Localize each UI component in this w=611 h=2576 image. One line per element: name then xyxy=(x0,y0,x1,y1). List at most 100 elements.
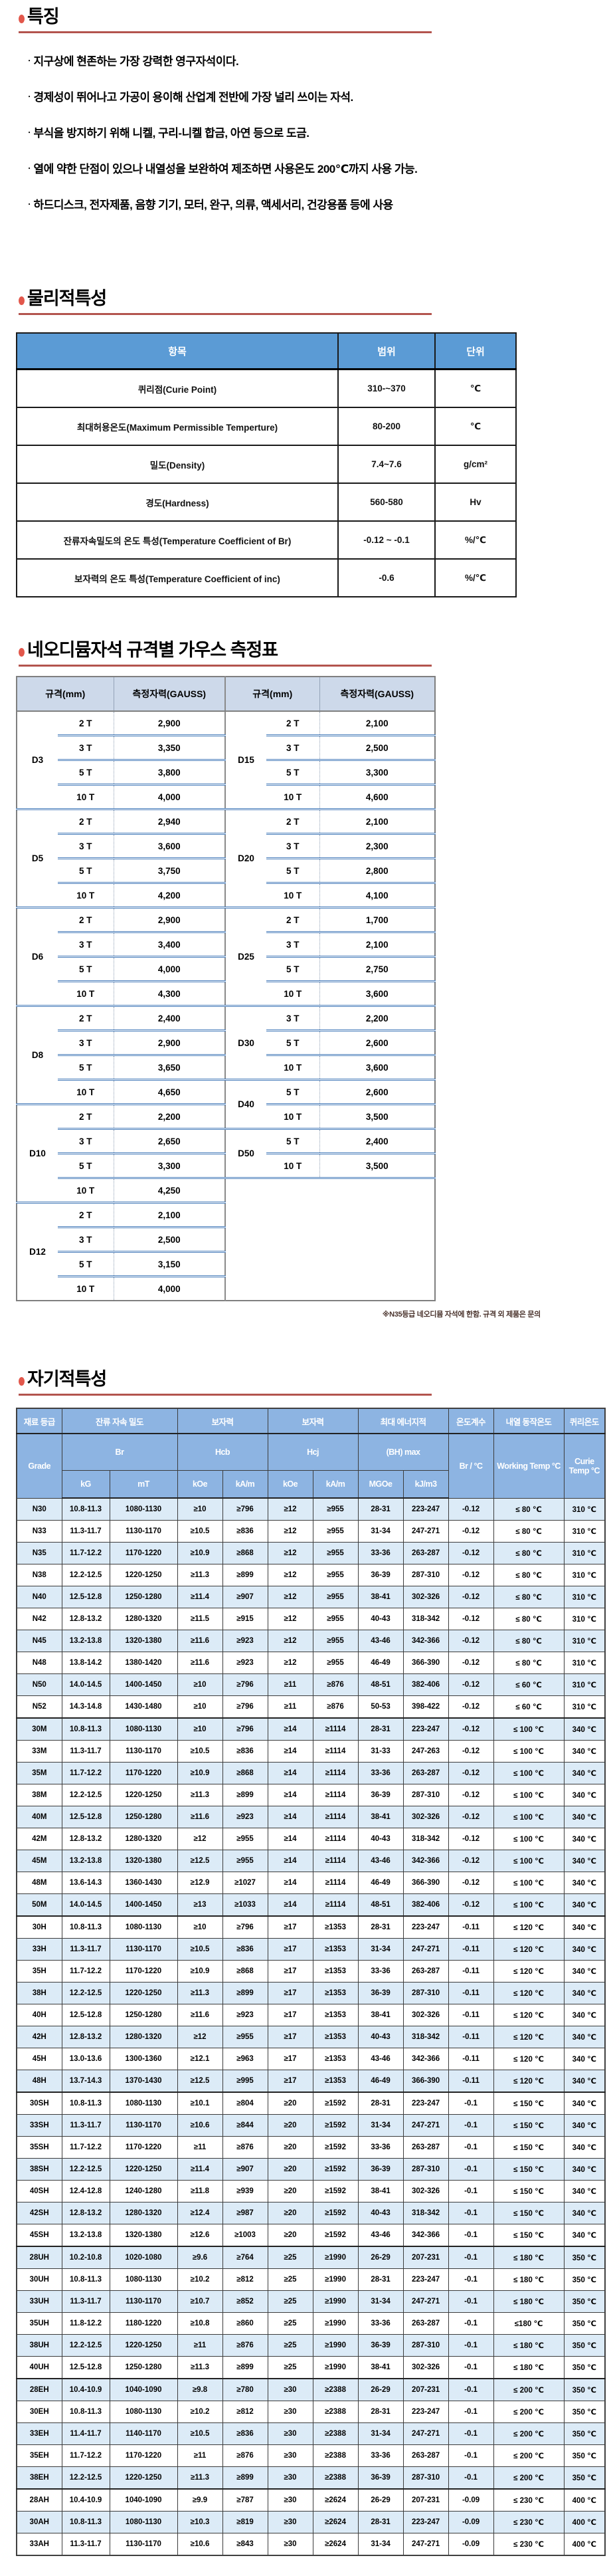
hcb-koe-cell: ≥10.9 xyxy=(177,1960,223,1983)
hcb-kam-cell: ≥955 xyxy=(222,2026,268,2049)
br-mt-cell: 1320-1380 xyxy=(109,1850,178,1873)
magnetic-row-40M: 40M 12.5-12.8 1250-1280 ≥11.6 ≥923 ≥14 ≥1114 38… xyxy=(16,1806,606,1829)
gauss-header-row: 규격(mm) 측정자력(GAUSS) 규격(mm) 측정자력(GAUSS) xyxy=(17,677,436,712)
physical-row-3: 밀도(Density) 7.4~7.6 g/cm² xyxy=(16,445,517,484)
working-temp-cell: ≤ 100 ℃ xyxy=(493,1717,565,1741)
magnetic-row-38EH: 38EH 12.2-12.5 1220-1250 ≥11.3 ≥899 ≥30 ≥2388 3… xyxy=(16,2466,606,2490)
spec-size-cell: 5 T xyxy=(58,759,114,785)
hcb-kam-cell: ≥899 xyxy=(222,2466,268,2490)
grade-cell: N42 xyxy=(16,1608,62,1631)
br-kg-cell: 11.4-11.7 xyxy=(61,2422,110,2446)
magnetic-unit-header-5: kOe xyxy=(267,1470,313,1499)
magnetic-table-body: N30 10.8-11.3 1080-1130 ≥10 ≥796 ≥12 ≥955 28-31… xyxy=(16,1497,606,2556)
hcj-koe-cell: ≥20 xyxy=(267,2092,313,2115)
curie-temp-cell: 350 ℃ xyxy=(563,2268,606,2292)
property-range-cell: -0.6 xyxy=(337,558,436,598)
bhmax-kjm3-cell: 247-271 xyxy=(402,1520,449,1543)
br-mt-cell: 1080-1130 xyxy=(109,2092,178,2115)
grade-cell: 28AH xyxy=(16,2488,62,2512)
grade-cell: 33EH xyxy=(16,2422,62,2446)
spec-size-cell: 10 T xyxy=(58,784,114,809)
gauss-value-cell: 4,250 xyxy=(113,1177,226,1203)
magnetic-row-N30: N30 10.8-11.3 1080-1130 ≥10 ≥796 ≥12 ≥955 28-31… xyxy=(16,1497,606,1521)
spec-size-cell: 3 T xyxy=(58,734,114,760)
hcj-kam-cell: ≥1592 xyxy=(312,2092,359,2115)
hcb-kam-cell: ≥963 xyxy=(222,2048,268,2071)
temp-coeff-cell: -0.12 xyxy=(448,1828,494,1851)
hcj-koe-cell: ≥17 xyxy=(267,2048,313,2071)
br-kg-cell: 12.8-13.2 xyxy=(61,2026,110,2049)
hcb-kam-cell: ≥907 xyxy=(222,2158,268,2181)
spec-size-cell: 2 T xyxy=(58,1005,114,1031)
bhmax-kjm3-cell: 287-310 xyxy=(402,2158,449,2181)
bhmax-mgoe-cell: 40-43 xyxy=(357,1828,404,1851)
magnetic-row-35M: 35M 11.7-12.2 1170-1220 ≥10.9 ≥868 ≥14 ≥1114 33… xyxy=(16,1762,606,1785)
grade-cell: 30SH xyxy=(16,2092,62,2115)
spec-size-cell: 10 T xyxy=(266,1054,320,1080)
curie-temp-cell: 310 ℃ xyxy=(563,1520,606,1543)
grade-cell: 30H xyxy=(16,1915,62,1939)
bhmax-kjm3-cell: 263-287 xyxy=(402,2136,449,2159)
bhmax-mgoe-cell: 28-31 xyxy=(357,2511,404,2534)
gauss-heading: 네오디뮴자석 규격별 가우스 측정표 xyxy=(19,640,611,661)
temp-coeff-cell: -0.1 xyxy=(448,2290,494,2313)
temp-coeff-cell: -0.12 xyxy=(448,1806,494,1829)
grade-cell: 45SH xyxy=(16,2224,62,2247)
br-mt-cell: 1240-1280 xyxy=(109,2180,178,2203)
hcj-kam-cell: ≥1353 xyxy=(312,2048,359,2071)
working-temp-cell: ≤ 180 ℃ xyxy=(493,2246,565,2270)
curie-temp-cell: 310 ℃ xyxy=(563,1608,606,1631)
working-temp-cell: ≤ 200 ℃ xyxy=(493,2401,565,2424)
hcb-koe-cell: ≥11.4 xyxy=(177,2158,223,2181)
spec-size-cell: 3 T xyxy=(266,833,320,859)
br-kg-cell: 12.8-13.2 xyxy=(61,2202,110,2225)
temp-coeff-cell: -0.1 xyxy=(448,2114,494,2137)
working-temp-cell: ≤ 180 ℃ xyxy=(493,2268,565,2292)
br-mt-cell: 1250-1280 xyxy=(109,1586,178,1609)
feature-item-3: 부식을 방지하기 위해 니켈, 구리-니켈 합금, 아연 등으로 도금. xyxy=(25,124,611,140)
temp-coeff-cell: -0.1 xyxy=(448,2401,494,2424)
hcj-kam-cell: ≥1353 xyxy=(312,1982,359,2005)
gauss-value-cell: 3,350 xyxy=(113,734,226,760)
spec-size-cell: 5 T xyxy=(266,1029,320,1055)
working-temp-cell: ≤ 120 ℃ xyxy=(493,1960,565,1983)
magnetic-row-35UH: 35UH 11.8-12.2 1180-1220 ≥10.8 ≥860 ≥25 ≥1990 3… xyxy=(16,2312,606,2335)
br-kg-cell: 10.4-10.9 xyxy=(61,2378,110,2402)
temp-coeff-cell: -0.11 xyxy=(448,1982,494,2005)
gauss-value-cell: 3,650 xyxy=(113,1054,226,1080)
br-mt-cell: 1020-1080 xyxy=(109,2246,178,2270)
curie-temp-cell: 340 ℃ xyxy=(563,1784,606,1807)
spec-size-cell: 2 T xyxy=(58,1202,114,1228)
bhmax-mgoe-cell: 36-39 xyxy=(357,1982,404,2005)
grade-cell: 42SH xyxy=(16,2202,62,2225)
spec-size-cell: 10 T xyxy=(266,1103,320,1129)
gauss-row-3: 5 T 3,800 5 T 3,300 xyxy=(17,759,436,785)
spec-size-cell: 10 T xyxy=(58,1079,114,1105)
hcj-koe-cell: ≥12 xyxy=(267,1520,313,1543)
temp-coeff-cell: -0.1 xyxy=(448,2422,494,2446)
hcb-kam-cell: ≥987 xyxy=(222,2202,268,2225)
hcb-kam-cell: ≥764 xyxy=(222,2246,268,2270)
features-list: 지구상에 현존하는 가장 강력한 영구자석이다. 경제성이 뛰어나고 가공이 용이… xyxy=(25,52,611,212)
gauss-value-cell: 2,200 xyxy=(113,1103,226,1129)
hcb-koe-cell: ≥10 xyxy=(177,1695,223,1719)
property-unit-cell: g/cm² xyxy=(434,445,517,484)
gauss-col-header-2: 측정자력(GAUSS) xyxy=(114,677,226,712)
br-kg-cell: 14.0-14.5 xyxy=(61,1673,110,1697)
br-kg-cell: 11.3-11.7 xyxy=(61,1740,110,1763)
grade-cell: 35H xyxy=(16,1960,62,1983)
gauss-footnote: ※N35등급 네오디뮴 자석에 한함. 규격 외 제품은 문의 xyxy=(382,1311,541,1319)
magnetic-row-N50: N50 14.0-14.5 1400-1450 ≥10 ≥796 ≥11 ≥876 48-51… xyxy=(16,1673,606,1697)
hcj-kam-cell: ≥1114 xyxy=(312,1806,359,1829)
bhmax-kjm3-cell: 342-366 xyxy=(402,1630,449,1653)
property-unit-cell: %/℃ xyxy=(434,520,517,560)
br-kg-cell: 12.5-12.8 xyxy=(61,2356,110,2379)
magnetic-row-28EH: 28EH 10.4-10.9 1040-1090 ≥9.8 ≥780 ≥30 ≥2388 26… xyxy=(16,2378,606,2402)
hcb-koe-cell: ≥11.8 xyxy=(177,2180,223,2203)
spec-size-cell: 10 T xyxy=(266,980,320,1006)
working-temp-cell: ≤ 80 ℃ xyxy=(493,1542,565,1565)
hcj-koe-cell: ≥14 xyxy=(267,1872,313,1895)
curie-temp-cell: 350 ℃ xyxy=(563,2334,606,2357)
grade-cell: 33H xyxy=(16,1938,62,1961)
